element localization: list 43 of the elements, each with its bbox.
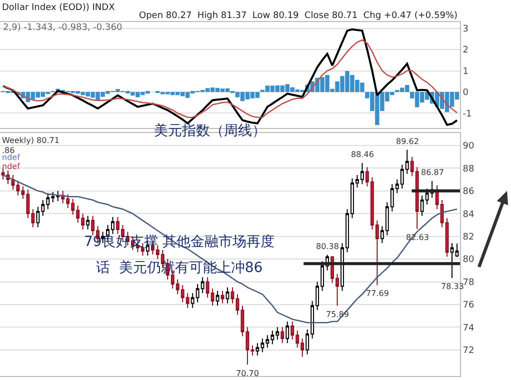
chart-title: Dollar Index (EOD)) INDX <box>2 3 115 13</box>
annotation: 86.87 <box>421 168 444 177</box>
candlestick <box>101 231 104 244</box>
y-tick-label: 82 <box>462 232 474 242</box>
y-tick-label: 90 <box>462 142 475 152</box>
y-tick-label: 84 <box>462 210 475 220</box>
candlestick <box>230 286 234 304</box>
annotation: 77.69 <box>366 289 389 298</box>
annotation: 89.62 <box>396 137 419 146</box>
candlestick <box>220 290 224 304</box>
y-tick-label: 3 <box>462 24 469 35</box>
candlestick <box>455 242 459 258</box>
y-tick-label: 80 <box>462 255 475 266</box>
candlestick <box>226 286 230 304</box>
line-series <box>2 39 458 118</box>
annotation: ndef <box>2 153 20 162</box>
annotation: .86 <box>2 146 15 155</box>
y-tick-label: 76 <box>462 300 475 311</box>
y-tick-label: 86 <box>462 187 475 198</box>
annotation: 88.46 <box>351 150 374 159</box>
y-tick-label: 78 <box>462 278 475 288</box>
annotation: 70.70 <box>236 369 259 378</box>
candlestick <box>286 321 290 344</box>
y-tick-label: 0 <box>462 88 469 98</box>
candlestick <box>1 168 5 180</box>
annotation: ndef <box>2 162 20 171</box>
annotation: 2,9) -1.343, -0.983, -0.360 <box>3 23 122 33</box>
candlestick <box>216 290 220 306</box>
annotation: 78.33 <box>441 282 464 291</box>
y-tick-label: -1 <box>462 109 472 120</box>
candlestick <box>86 215 90 230</box>
annotation: 美元指数（周线） <box>154 123 266 139</box>
y-tick-label: 72 <box>462 346 474 356</box>
chart-subtitle: Open 80.27 High 81.37 Low 80.19 Close 80.71 Chg +0.47 (+0.59%) <box>139 11 458 21</box>
y-tick-label: 1 <box>462 66 469 77</box>
y-tick-label: 88 <box>462 164 475 174</box>
candlestick <box>280 326 284 344</box>
candlestick <box>450 242 454 279</box>
annotation: 80.38 <box>316 242 339 251</box>
annotation: Weekly) 80.71 <box>2 136 60 145</box>
y-tick-label: 74 <box>462 323 475 334</box>
candlestick <box>236 294 240 316</box>
y-tick-label: 2 <box>462 46 469 56</box>
